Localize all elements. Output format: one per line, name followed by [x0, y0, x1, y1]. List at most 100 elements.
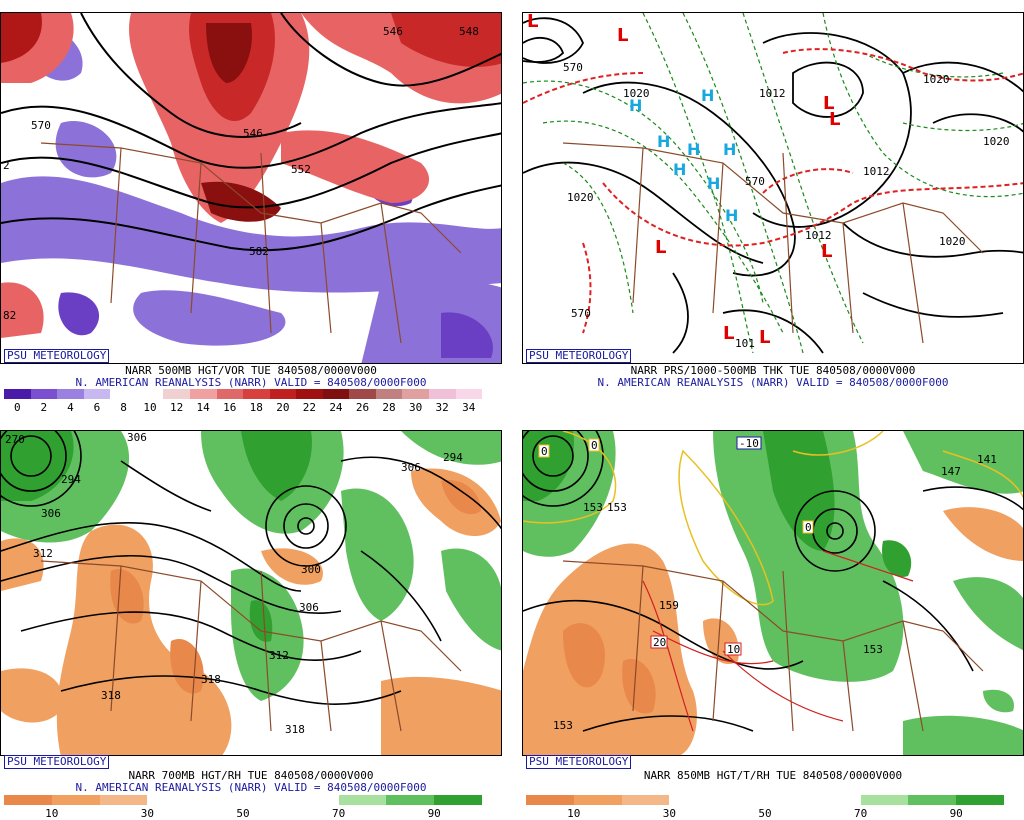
temperature-label: -10 [739, 437, 759, 450]
colorbar-tick-label: 4 [67, 401, 74, 414]
colorbar-swatch [216, 389, 244, 399]
colorbar-swatch [4, 795, 52, 805]
colorbar-tick-label: 8 [120, 401, 127, 414]
colorbar-swatch [908, 795, 957, 805]
colorbar-swatch [338, 795, 387, 805]
contour-label: 147 [941, 465, 961, 478]
psu-meteorology-badge: PSU METEOROLOGY [4, 349, 110, 363]
contour-label: 153 [583, 501, 603, 514]
colorbar-tick-label: 32 [435, 401, 449, 414]
colorbar-ticks: 10 30 50 70 90 [4, 807, 482, 820]
contour-label: 1012 [805, 229, 832, 242]
contour-label: 153 [863, 643, 883, 656]
high-pressure-marker: H [657, 132, 670, 151]
colorbar-swatch [375, 389, 403, 399]
colorbar-tick-label: 6 [93, 401, 101, 414]
colorbar-swatch [269, 389, 297, 399]
colorbar-swatch [956, 795, 1004, 805]
colorbar-swatch [860, 795, 909, 805]
contour-label: 153 [553, 719, 573, 732]
colorbar-tick-label: 10 [45, 807, 59, 820]
colorbar-tick-label: 18 [249, 401, 263, 414]
colorbar-swatch [669, 795, 718, 805]
high-pressure-marker: H [629, 96, 642, 115]
contour-label: 570 [745, 175, 765, 188]
rh700-map: 270 306 294 306 306 294 300 306 312 318 … [0, 430, 502, 756]
contour-label: 318 [101, 689, 121, 702]
map-title: NARR 500MB HGT/VOR TUE 840508/0000V000 [125, 364, 377, 377]
map-title: NARR 850MB HGT/T/RH TUE 840508/0000V000 [643, 769, 903, 782]
low-pressure-marker: L [759, 327, 770, 348]
pressure-map: L L L L L L L L H H H H H H H H 1020 102… [522, 12, 1024, 364]
colorbar-swatch [163, 389, 190, 399]
contour-label: 546 [383, 25, 403, 38]
contour-label: 270 [5, 433, 25, 446]
colorbar-tick-label: 34 [462, 401, 476, 414]
low-pressure-marker: L [527, 13, 538, 32]
low-pressure-marker: L [723, 323, 734, 344]
low-pressure-marker: L [617, 25, 628, 46]
contour-label: 1020 [923, 73, 950, 86]
pressure-map-graphic: L L L L L L L L H H H H H H H H 1020 102… [523, 13, 1023, 363]
colorbar-tick-label: 30 [408, 401, 423, 414]
contour-label: 306 [401, 461, 421, 474]
colorbar-tick-label: 90 [949, 807, 963, 820]
temp850-map: 153 147 141 153 159 20 10 153 153 -10 0 … [522, 430, 1024, 756]
map-subtitle: N. AMERICAN REANALYSIS (NARR) VALID = 84… [75, 376, 427, 389]
low-pressure-marker: L [655, 237, 666, 258]
colorbar-tick-label: 50 [236, 807, 250, 820]
low-pressure-marker: L [823, 93, 834, 114]
colorbar-swatch [434, 795, 482, 805]
colorbar-tick-label: 10 [143, 401, 157, 414]
colorbar-swatch [4, 389, 31, 399]
map-title: NARR PRS/1000-500MB THK TUE 840508/0000V… [630, 364, 916, 377]
contour-label: 1020 [983, 135, 1010, 148]
contour-label: 1020 [623, 87, 650, 100]
colorbar-swatch [455, 389, 483, 399]
colorbar-swatch [243, 389, 270, 399]
colorbar-tick-label: 70 [331, 807, 346, 820]
temperature-label: 0 [591, 439, 598, 452]
contour-label: 306 [41, 507, 61, 520]
colorbar-swatch [812, 795, 861, 805]
high-pressure-marker: H [725, 206, 738, 225]
colorbar-swatch [195, 795, 243, 805]
contour-label: 1012 [863, 165, 890, 178]
contour-label: 141 [977, 453, 997, 466]
rh700-map-graphic: 270 306 294 306 306 294 300 306 312 318 … [1, 431, 501, 755]
colorbar [4, 389, 483, 399]
colorbar-tick-label: 14 [196, 401, 210, 414]
colorbar-swatch [402, 389, 429, 399]
map-subtitle: N. AMERICAN REANALYSIS (NARR) VALID = 84… [597, 376, 949, 389]
colorbar [4, 795, 482, 805]
vorticity-map-graphic: 546 548 570 546 552 582 2 82 [1, 13, 501, 363]
temperature-label: 20 [653, 636, 666, 649]
colorbar-tick-label: 70 [853, 807, 868, 820]
contour-label: 159 [659, 599, 679, 612]
colorbar-ticks: 0 2 4 6 8 10 12 14 16 18 20 22 24 26 28 30 32 34 [4, 401, 482, 414]
colorbar-tick-label: 30 [140, 807, 155, 820]
colorbar-ticks: 10 30 50 70 90 [526, 807, 1004, 820]
contour-label: 82 [3, 309, 16, 322]
contour-label: 2 [3, 159, 10, 172]
contour-label: 300 [301, 563, 321, 576]
map-title: NARR 700MB HGT/RH TUE 840508/0000V000 [128, 769, 374, 782]
contour-label: 546 [243, 127, 263, 140]
colorbar-tick-label: 12 [169, 401, 184, 414]
colorbar-tick-label: 26 [355, 401, 370, 414]
psu-meteorology-badge: PSU METEOROLOGY [526, 349, 632, 363]
colorbar-swatch [110, 389, 137, 399]
map-subtitle: N. AMERICAN REANALYSIS (NARR) VALID = 84… [75, 781, 427, 794]
colorbar-swatch [429, 389, 456, 399]
colorbar-tick-label: 16 [223, 401, 237, 414]
colorbar-swatch [51, 795, 100, 805]
contour-label: 318 [285, 723, 305, 736]
colorbar-tick-label: 50 [758, 807, 772, 820]
colorbar-tick-label: 22 [302, 401, 316, 414]
colorbar-tick-label: 28 [382, 401, 396, 414]
vorticity-map: 546 548 570 546 552 582 2 82 [0, 12, 502, 364]
high-pressure-marker: H [723, 140, 736, 159]
colorbar-tick-label: 20 [276, 401, 290, 414]
colorbar-swatch [290, 795, 339, 805]
high-pressure-marker: H [707, 174, 720, 193]
